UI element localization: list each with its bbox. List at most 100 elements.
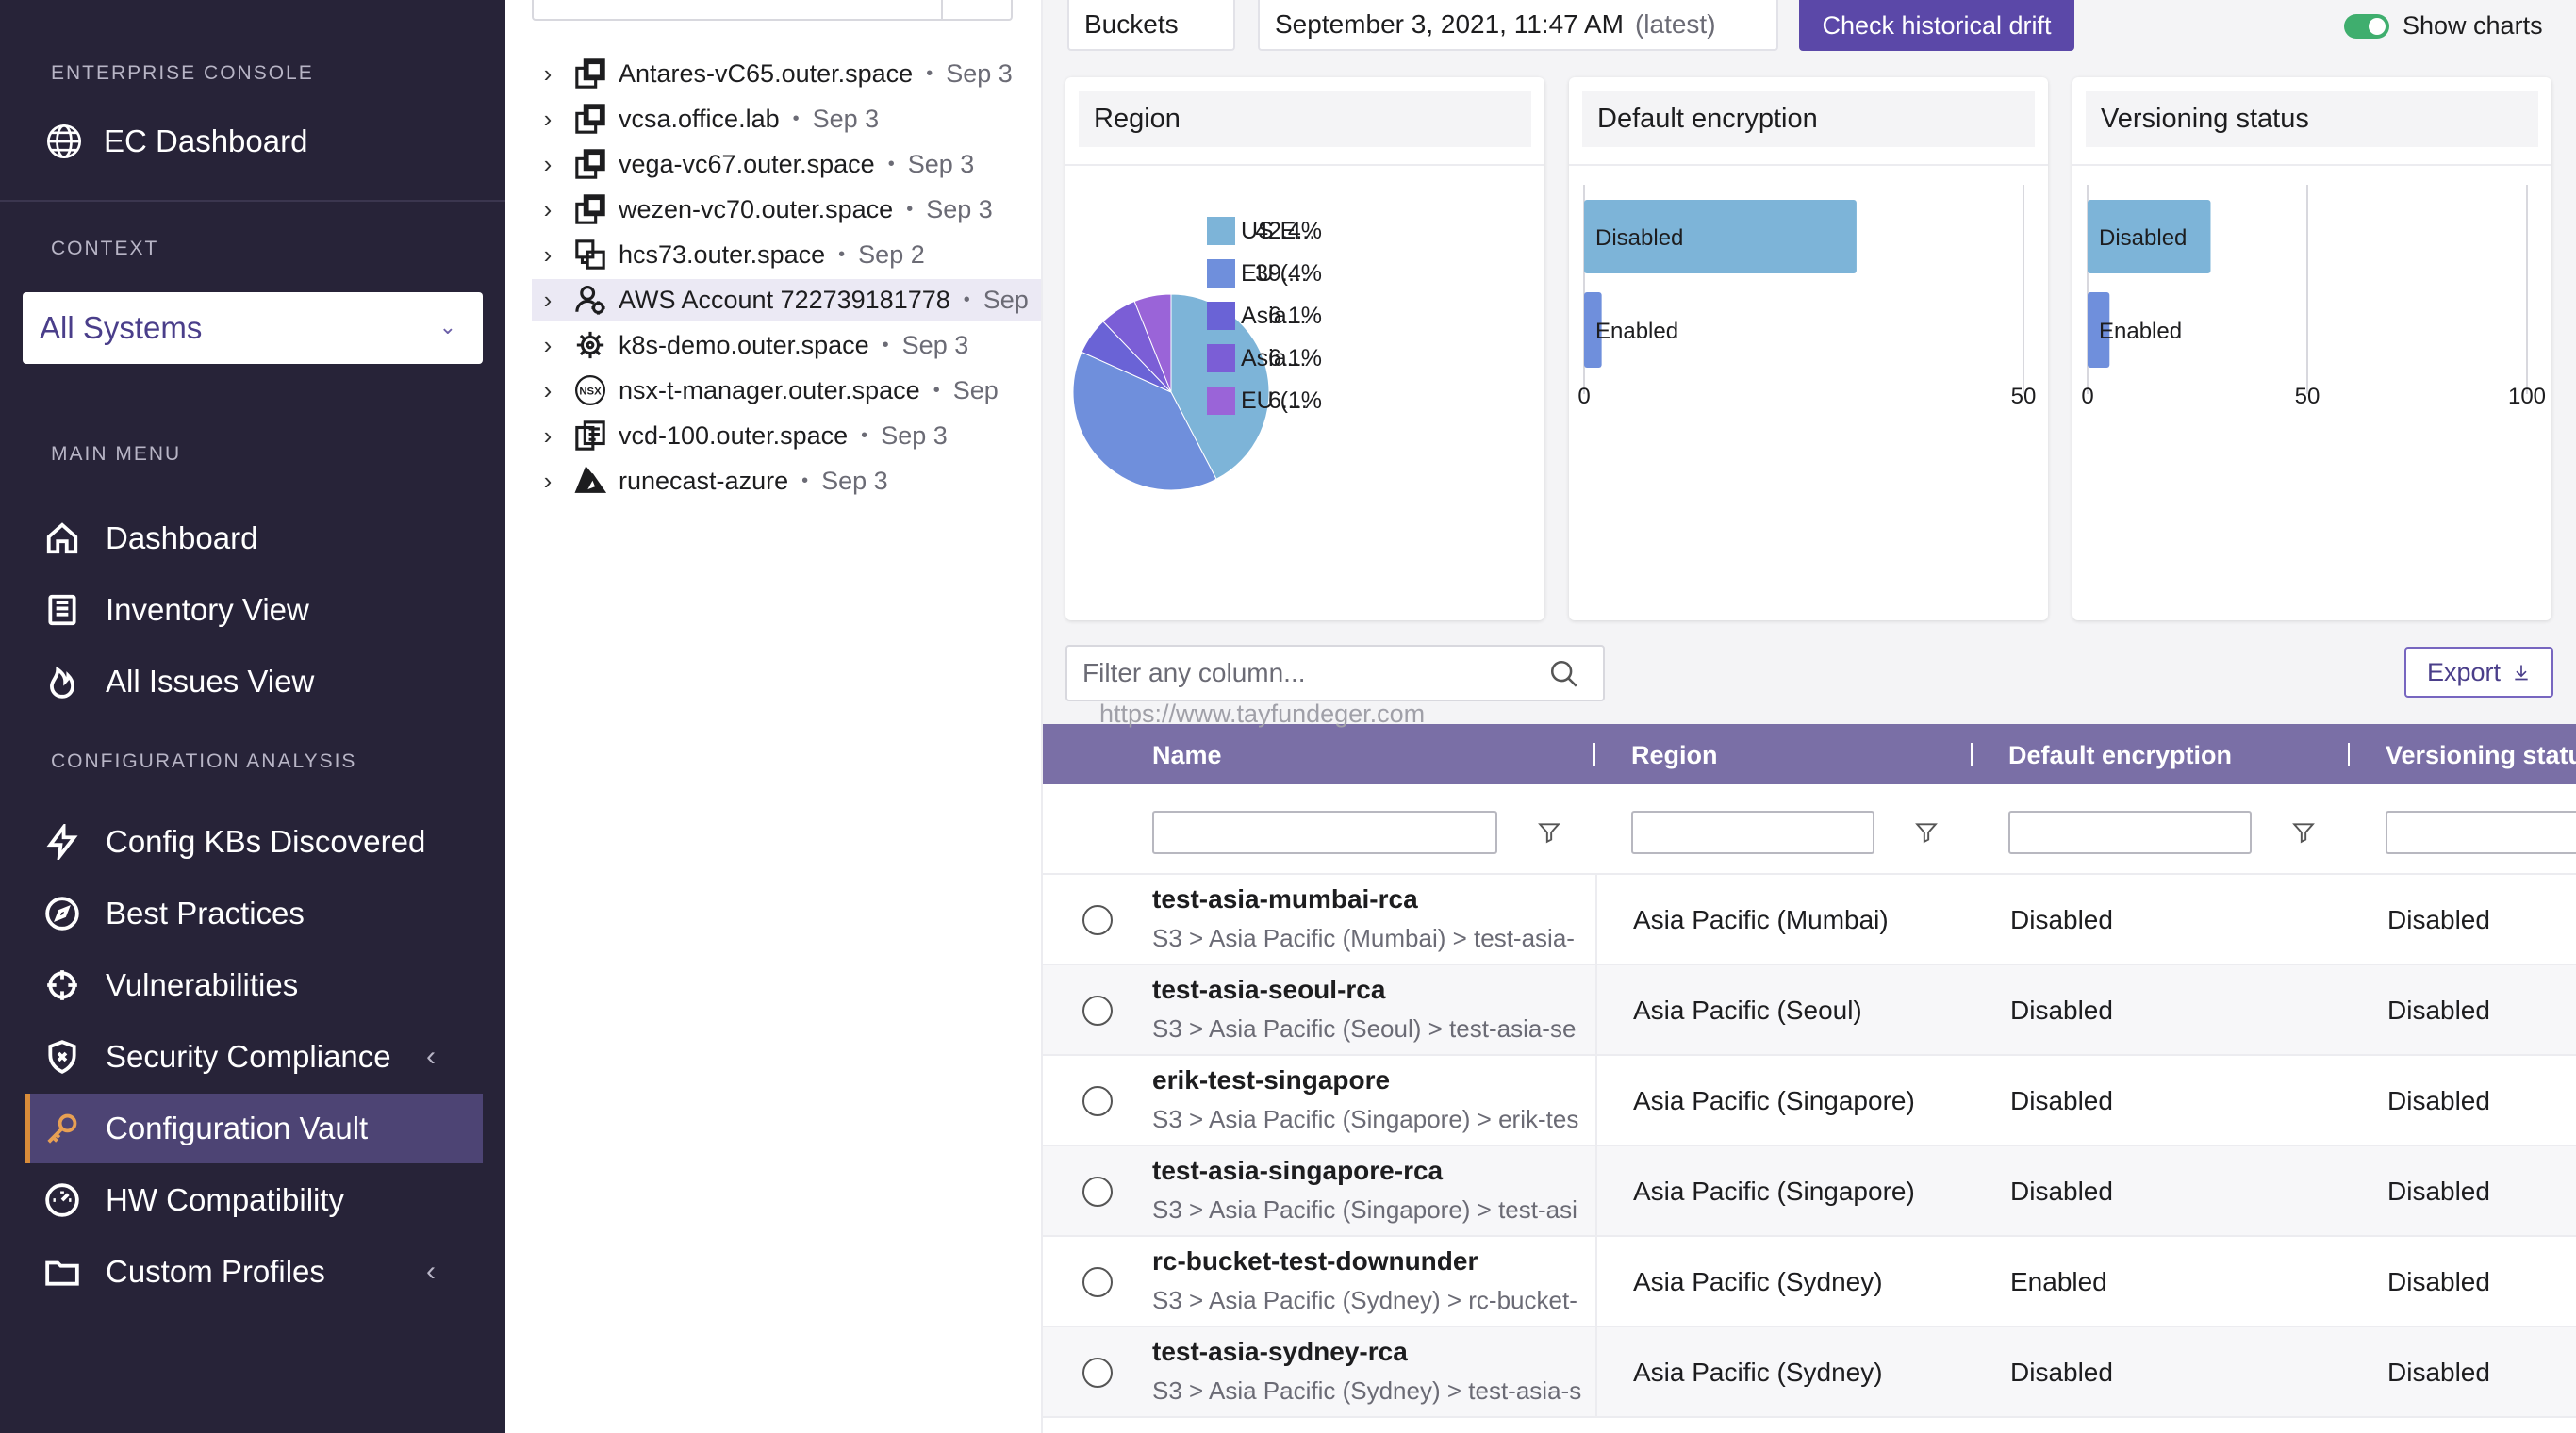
region-chart-title: Region (1079, 91, 1531, 147)
nav-hw-compatibility[interactable]: HW Compatibility (25, 1165, 483, 1235)
filter-any-column-input[interactable]: Filter any column... (1065, 645, 1605, 701)
column-resize-handle[interactable] (1971, 743, 1973, 766)
tree-search-box[interactable] (532, 0, 1013, 21)
nav-best-practices[interactable]: Best Practices (25, 879, 483, 948)
table-row[interactable]: rc-bucket-test-downunder S3 > Asia Pacifi… (1043, 1237, 2576, 1327)
region-pie-chart: US E...42.4%EU (...39.4%Asia...6.1%Asia.… (1072, 217, 1322, 491)
bucket-name[interactable]: test-asia-sydney-rca (1152, 1337, 1408, 1366)
nav-inventory-view[interactable]: Inventory View (25, 575, 483, 645)
bar-label: Enabled (1595, 319, 1678, 344)
column-header-default-encryption[interactable]: Default encryption (2008, 741, 2233, 769)
table-row[interactable]: erik-test-singapore S3 > Asia Pacific (Si… (1043, 1056, 2576, 1146)
bucket-name[interactable]: erik-test-singapore (1152, 1065, 1391, 1095)
chevron-right-icon[interactable]: › (543, 149, 553, 178)
chevron-left-icon: ‹ (426, 1256, 436, 1287)
bar[interactable] (1584, 200, 1857, 273)
bucket-name[interactable]: test-asia-mumbai-rca (1152, 884, 1418, 914)
table-row[interactable]: test-asia-sydney-rca S3 > Asia Pacific (S… (1043, 1327, 2576, 1418)
separator-dot: • (838, 243, 846, 265)
bucket-name[interactable]: test-asia-seoul-rca (1152, 975, 1386, 1004)
tree-item[interactable]: › vega-vc67.outer.space • Sep 3 (532, 143, 1041, 185)
toggle-switch[interactable] (2344, 13, 2389, 39)
filter-icon[interactable] (1914, 820, 1939, 849)
legend-swatch (1207, 259, 1235, 288)
bar[interactable] (1584, 292, 1602, 368)
chevron-right-icon[interactable]: › (543, 58, 553, 88)
chevron-right-icon[interactable]: › (543, 375, 553, 404)
chevron-right-icon[interactable]: › (543, 330, 553, 359)
region-filter-input[interactable] (1631, 811, 1874, 854)
bucket-name[interactable]: test-asia-singapore-rca (1152, 1156, 1444, 1185)
tree-item[interactable]: › NSX nsx-t-manager.outer.space • Sep (532, 370, 1041, 411)
context-select[interactable]: All Systems ⌄ (23, 292, 483, 364)
name-filter-input[interactable] (1152, 811, 1497, 854)
bucket-path: S3 > Asia Pacific (Seoul) > test-asia-se (1152, 1014, 1577, 1043)
filter-icon[interactable] (2291, 820, 2316, 849)
bucket-name[interactable]: rc-bucket-test-downunder (1152, 1246, 1478, 1276)
nav-all-issues-view[interactable]: All Issues View (25, 647, 483, 716)
row-select-radio[interactable] (1082, 1086, 1113, 1116)
pie-slice[interactable] (1072, 351, 1217, 491)
folder-icon (43, 1253, 81, 1291)
tree-item-selected[interactable]: › AWS Account 722739181778 • Sep (532, 279, 1041, 321)
snapshot-latest-note: (latest) (1634, 9, 1716, 39)
tree-item[interactable]: › vcd-100.outer.space • Sep 3 (532, 415, 1041, 456)
nav-vulnerabilities[interactable]: Vulnerabilities (25, 950, 483, 1020)
nav-security-compliance[interactable]: Security Compliance ‹ (25, 1022, 483, 1092)
tree-item[interactable]: › k8s-demo.outer.space • Sep 3 (532, 324, 1041, 366)
chevron-right-icon[interactable]: › (543, 285, 553, 314)
sidebar: ENTERPRISE CONSOLE EC Dashboard CONTEXT … (0, 0, 505, 1433)
chevron-right-icon[interactable]: › (543, 466, 553, 495)
encryption-filter-input[interactable] (2008, 811, 2252, 854)
column-header-name[interactable]: Name (1152, 741, 1222, 769)
chevron-right-icon[interactable]: › (543, 194, 553, 223)
row-select-radio[interactable] (1082, 1358, 1113, 1388)
systems-tree: › Antares-vC65.outer.space • Sep 3 › vcs… (505, 0, 1043, 1433)
tree-item[interactable]: › wezen-vc70.outer.space • Sep 3 (532, 189, 1041, 230)
nav-config-kbs-discovered[interactable]: Config KBs Discovered (25, 807, 483, 877)
svg-text:NSX: NSX (579, 386, 602, 397)
table-header: Name Region Default encryption Versionin… (1043, 724, 2576, 784)
show-charts-toggle[interactable]: Show charts (2344, 11, 2543, 41)
bar[interactable] (2088, 200, 2211, 273)
bar[interactable] (2088, 292, 2110, 368)
pie-slice[interactable] (1133, 293, 1172, 393)
row-select-radio[interactable] (1082, 905, 1113, 935)
nav-configuration-vault[interactable]: Configuration Vault (25, 1094, 483, 1163)
bucket-region: Asia Pacific (Singapore) (1633, 1086, 1915, 1115)
column-header-versioning-status[interactable]: Versioning statu (2386, 741, 2576, 769)
table-row[interactable]: test-asia-seoul-rca S3 > Asia Pacific (Se… (1043, 965, 2576, 1056)
table-row[interactable]: test-asia-mumbai-rca S3 > Asia Pacific (M… (1043, 875, 2576, 965)
check-historical-drift-button[interactable]: Check historical drift (1799, 0, 2074, 51)
nav-custom-profiles[interactable]: Custom Profiles ‹ (25, 1237, 483, 1307)
tree-item[interactable]: › vcsa.office.lab • Sep 3 (532, 98, 1041, 140)
vcd-icon (571, 418, 609, 453)
legend-swatch (1207, 387, 1235, 415)
chevron-right-icon[interactable]: › (543, 420, 553, 450)
bucket-encryption: Disabled (2010, 1358, 2113, 1387)
versioning-filter-input[interactable] (2386, 811, 2576, 854)
nav-dashboard[interactable]: Dashboard (25, 503, 483, 573)
bucket-region: Asia Pacific (Seoul) (1633, 996, 1862, 1025)
chevron-right-icon[interactable]: › (543, 239, 553, 269)
column-resize-handle[interactable] (1593, 743, 1595, 766)
row-select-radio[interactable] (1082, 1177, 1113, 1207)
tree-item[interactable]: › Antares-vC65.outer.space • Sep 3 (532, 53, 1041, 94)
row-select-radio[interactable] (1082, 1267, 1113, 1297)
separator-dot: • (906, 198, 914, 220)
chevron-right-icon[interactable]: › (543, 104, 553, 133)
resource-type-dropdown[interactable]: Buckets (1067, 0, 1235, 51)
table-row[interactable]: test-asia-singapore-rca S3 > Asia Pacific… (1043, 1146, 2576, 1237)
app-title-link[interactable]: EC Dashboard (45, 123, 307, 160)
filter-icon[interactable] (1537, 820, 1561, 849)
row-select-radio[interactable] (1082, 996, 1113, 1026)
export-button[interactable]: Export (2404, 647, 2553, 698)
tree-item[interactable]: › hcs73.outer.space • Sep 2 (532, 234, 1041, 275)
tree-item-name: wezen-vc70.outer.space (619, 194, 894, 223)
column-header-region[interactable]: Region (1631, 741, 1718, 769)
tree-item[interactable]: › runecast-azure • Sep 3 (532, 460, 1041, 502)
column-divider (1595, 1056, 1597, 1146)
column-resize-handle[interactable] (2348, 743, 2350, 766)
snapshot-selector[interactable]: September 3, 2021, 11:47 AM (latest) (1258, 0, 1778, 51)
separator-dot: • (801, 469, 809, 491)
